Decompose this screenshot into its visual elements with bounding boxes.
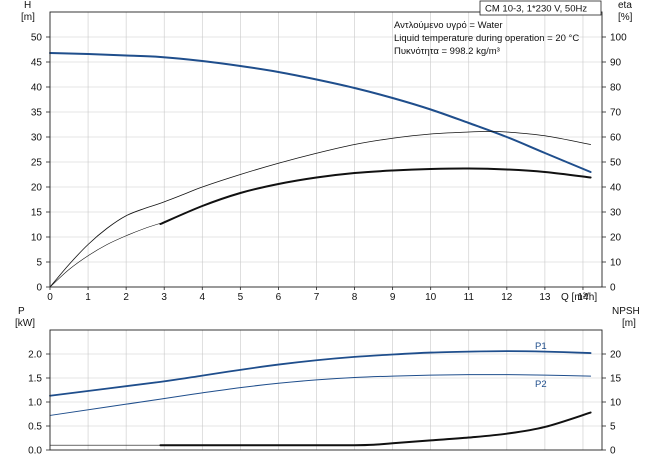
top-y-right-unit: [%] <box>618 12 633 23</box>
top-y-left-tick-3: 15 <box>31 208 43 219</box>
x-tick-10: 10 <box>425 292 437 303</box>
x-tick-8: 8 <box>352 292 358 303</box>
p1-curve-label: P1 <box>535 341 547 352</box>
top-y-right-tick-1: 10 <box>610 258 622 269</box>
top-y-right-tick-2: 20 <box>610 233 622 244</box>
top-y-right-tick-8: 80 <box>610 83 622 94</box>
x-tick-5: 5 <box>238 292 244 303</box>
bottom-y-left-tick-1: 0.5 <box>28 422 42 433</box>
bottom-y-right-tick-0: 0 <box>610 446 616 457</box>
top-y-left-tick-6: 30 <box>31 133 43 144</box>
top-series-3 <box>159 167 592 225</box>
top-y-left-tick-7: 35 <box>31 108 43 119</box>
top-y-right-tick-4: 40 <box>610 183 622 194</box>
annotation-temperature: Liquid temperature during operation = 20… <box>394 33 579 44</box>
top-chart-ticks: 0510152025303540455001020304050607080901… <box>31 33 627 304</box>
bottom-chart-ticks: 0.0 0.5 1.0 1.5 2.0 0 5 10 15 20 <box>28 350 621 457</box>
bottom-y-right-tick-1: 5 <box>610 422 616 433</box>
top-y-left-tick-0: 0 <box>36 283 42 294</box>
top-y-left-tick-10: 50 <box>31 33 43 44</box>
top-series-2 <box>49 222 161 288</box>
top-y-left-unit: [m] <box>21 12 35 23</box>
x-axis-label: Q [m³/h] <box>561 292 597 303</box>
x-tick-0: 0 <box>47 292 53 303</box>
bottom-y-left-tick-0: 0.0 <box>28 446 42 457</box>
bottom-y-right-tick-4: 20 <box>610 350 622 361</box>
p2-curve-label: P2 <box>535 379 547 390</box>
x-tick-1: 1 <box>85 292 91 303</box>
top-y-left-tick-4: 20 <box>31 183 43 194</box>
bottom-y-left-unit: [kW] <box>15 318 35 329</box>
x-tick-7: 7 <box>314 292 320 303</box>
x-tick-14: 14 <box>577 292 589 303</box>
top-chart-grid <box>49 12 602 288</box>
x-tick-2: 2 <box>123 292 129 303</box>
bottom-chart-series <box>49 350 592 447</box>
top-y-right-tick-7: 70 <box>610 108 622 119</box>
x-tick-11: 11 <box>464 292 475 303</box>
top-y-right-tick-3: 30 <box>610 208 622 219</box>
x-tick-13: 13 <box>539 292 551 303</box>
bottom-series-0-p1 <box>49 350 592 397</box>
bottom-y-left-tick-3: 1.5 <box>28 374 42 385</box>
top-chart-frame <box>49 11 603 288</box>
annotation-density: Πυκνότητα = 998.2 kg/m³ <box>394 46 500 57</box>
top-y-left-tick-5: 25 <box>31 158 43 169</box>
bottom-y-right-unit: [m] <box>622 318 636 329</box>
bottom-series-1-p2 <box>49 374 592 416</box>
top-y-right-tick-5: 50 <box>610 158 622 169</box>
x-tick-4: 4 <box>199 292 205 303</box>
x-tick-12: 12 <box>501 292 513 303</box>
top-y-left-tick-8: 40 <box>31 83 43 94</box>
top-y-left-tick-9: 45 <box>31 58 43 69</box>
top-y-left-label: H <box>24 0 31 11</box>
annotation-fluid: Αντλούμενο υγρό = Water <box>394 20 503 31</box>
x-tick-9: 9 <box>390 292 396 303</box>
top-chart-series <box>49 52 592 288</box>
bottom-y-left-tick-4: 2.0 <box>28 350 42 361</box>
bottom-y-right-tick-2: 10 <box>610 398 622 409</box>
bottom-y-left-label: P <box>18 306 25 317</box>
top-y-right-tick-0: 0 <box>610 283 616 294</box>
top-y-right-label: eta <box>618 0 632 11</box>
top-y-left-tick-2: 10 <box>31 233 43 244</box>
title-box <box>479 0 602 16</box>
top-series-1 <box>49 131 591 288</box>
top-y-left-tick-1: 5 <box>36 258 42 269</box>
top-y-right-tick-6: 60 <box>610 133 622 144</box>
bottom-y-right-tick-3: 15 <box>610 374 622 385</box>
chart-title: CM 10-3, 1*230 V, 50Hz <box>485 4 587 15</box>
x-tick-3: 3 <box>161 292 167 303</box>
bottom-y-right-label: NPSH <box>612 306 640 317</box>
bottom-y-left-tick-2: 1.0 <box>28 398 42 409</box>
bottom-series-2 <box>159 411 592 447</box>
top-series-0 <box>49 52 592 173</box>
top-y-right-tick-9: 90 <box>610 58 622 69</box>
bottom-chart-frame <box>49 329 603 451</box>
top-y-right-tick-10: 100 <box>610 33 627 44</box>
x-tick-6: 6 <box>276 292 282 303</box>
